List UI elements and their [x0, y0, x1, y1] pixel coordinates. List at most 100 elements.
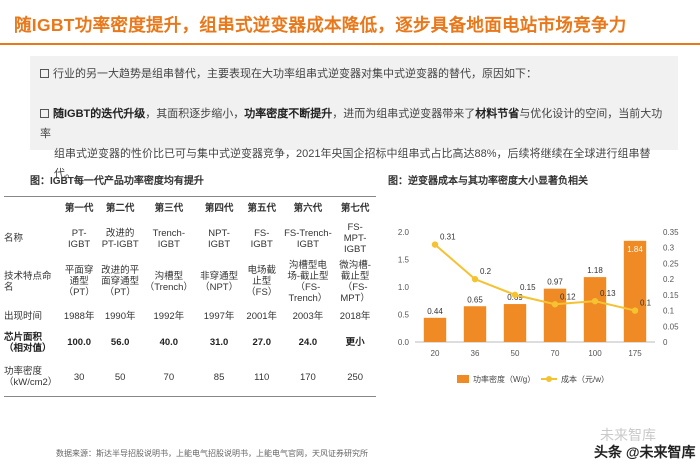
table-cell: 30: [59, 358, 99, 397]
x-tick-label: 36: [471, 349, 480, 358]
table-cell: 沟槽型电场-截止型（FS-Trench）: [287, 259, 329, 304]
table-cell: 2018年: [339, 311, 371, 322]
table-cell: 非穿通型（NPT）: [200, 270, 239, 293]
bar: [463, 306, 487, 342]
table-cell: 50: [98, 358, 142, 397]
left-figure-caption: 图：IGBT每一代产品功率密度均有提升: [30, 176, 204, 187]
legend-line-label: 成本（元/w）: [561, 374, 609, 384]
table-cell: PT-IGBT: [68, 227, 91, 250]
cost-line: [434, 243, 636, 312]
bar: [423, 317, 447, 342]
source-note: 数据来源：斯达半导招股说明书，上能电气招股说明书，上能电气官网，天风证券研究所: [56, 449, 368, 458]
bullet-emphasis: 材料节省: [475, 108, 520, 120]
row-label: 芯片面积（相对值）: [4, 331, 52, 354]
bar: [583, 277, 607, 342]
line-data-label: 0.12: [560, 292, 576, 301]
y-left-tick-label: 2.0: [398, 228, 410, 237]
brand-watermark: 头条 @未来智库: [590, 441, 696, 463]
table-cell: 31.0: [209, 337, 229, 348]
igbt-table: 第一代 第二代 第三代 第四代 第五代 第六代 第七代 名称 PT-IGBT 改…: [4, 196, 376, 397]
row-label: 出现时间: [4, 311, 43, 322]
bullet-text: 与优化设计的空间，当前大功率: [40, 108, 663, 140]
right-figure-caption: 图：逆变器成本与其功率密度大小显著负相关: [388, 176, 588, 187]
table-cell: 85: [196, 358, 242, 397]
bullet-item: 随IGBT的迭代升级，其面积逐步缩小，功率密度不断提升，进而为组串式逆变器带来了…: [40, 104, 672, 184]
table-header-cell: 第五代: [241, 196, 282, 221]
table-header-cell: [4, 196, 60, 221]
y-left-tick-label: 1.5: [398, 256, 410, 265]
bar-data-label: 1.84: [627, 245, 643, 254]
line-data-label: 0.15: [520, 283, 536, 292]
legend-bar-label: 功率密度（W/g）: [473, 374, 535, 384]
bullet-panel: 行业的另一大趋势是组串替代，主要表现在大功率组串式逆变器对集中式逆变器的替代，原…: [30, 56, 678, 180]
table-row: 出现时间 1988年 1990年 1992年 1997年 2001年 2003年…: [4, 307, 376, 327]
table-cell: 改进的PT-IGBT: [101, 227, 139, 250]
line-data-label: 0.31: [440, 233, 456, 242]
table-cell: 70: [141, 358, 197, 397]
bullet-text: ，进而为组串式逆变器带来了: [332, 108, 476, 120]
table-header-cell: 第二代: [98, 196, 142, 221]
bullet-text: ，其面积逐步缩小，: [145, 108, 245, 120]
table-cell: 2001年: [246, 311, 278, 322]
table-header-cell: 第六代: [281, 196, 335, 221]
line-point: [551, 301, 559, 308]
table-row: 芯片面积（相对值） 100.0 56.0 40.0 31.0 27.0 24.0…: [4, 327, 376, 359]
table-cell: 2003年: [292, 311, 324, 322]
page-title: 随IGBT功率密度提升，组串式逆变器成本降低，逐步具备地面电站市场竞争力: [14, 15, 627, 35]
y-right-tick-label: 0.15: [663, 291, 679, 300]
x-tick-label: 70: [551, 349, 560, 358]
table-row: 名称 PT-IGBT 改进的PT-IGBT Trench-IGBT NPT-IG…: [4, 221, 376, 257]
table-cell: 27.0: [252, 337, 271, 348]
legend-bar-swatch: [457, 375, 469, 383]
y-right-tick-label: 0.1: [663, 307, 675, 316]
y-right-tick-label: 0.3: [663, 244, 675, 253]
bar: [623, 240, 647, 342]
x-tick-label: 20: [431, 349, 440, 358]
table-row: 技术特点命名 平面穿通型（PT） 改进的平面穿通型（PT） 沟槽型（Trench…: [4, 257, 376, 307]
table-header-cell: 第三代: [141, 196, 197, 221]
watermark-text: 未来智库: [600, 427, 656, 443]
bar-data-label: 0.97: [547, 278, 563, 287]
bullet-text: 组串式逆变器的性价比已可与集中式逆变器竞争，2021年央国企招标中组串式占比高达…: [54, 148, 651, 180]
y-left-tick-label: 1.0: [398, 283, 410, 292]
y-right-tick-label: 0.35: [663, 228, 679, 237]
bullet-emphasis: 功率密度不断提升: [244, 108, 333, 120]
table-cell: 170: [281, 358, 335, 397]
table-header-row: 第一代 第二代 第三代 第四代 第五代 第六代 第七代: [4, 196, 376, 221]
legend-line-marker: [546, 376, 552, 382]
table-cell: 1990年: [104, 311, 136, 322]
table-cell: 1997年: [203, 311, 235, 322]
line-data-label: 0.2: [480, 267, 492, 276]
table-cell: 改进的平面穿通型（PT）: [101, 265, 140, 298]
table-cell: FS-IGBT: [250, 227, 273, 250]
table-header-cell: 第一代: [59, 196, 99, 221]
table-cell: NPT-IGBT: [208, 227, 231, 250]
x-tick-label: 50: [511, 349, 520, 358]
line-point: [471, 275, 479, 283]
table-cell: 110: [241, 358, 282, 397]
y-right-tick-label: 0.25: [663, 259, 679, 268]
table-cell: 微沟槽-截止型（FS-MPT）: [339, 259, 371, 304]
row-label: 功率密度（kW/cm2）: [4, 358, 60, 397]
table-cell: FS-Trench-IGBT: [284, 227, 332, 250]
table-cell: Trench-IGBT: [152, 227, 186, 250]
table-row: 功率密度（kW/cm2） 30 50 70 85 110 170 250: [4, 358, 376, 397]
line-point: [591, 297, 599, 305]
y-right-tick-label: 0.2: [663, 275, 675, 284]
table-cell: 100.0: [67, 337, 92, 348]
table-cell: 56.0: [110, 337, 130, 348]
row-label: 名称: [4, 233, 24, 244]
line-data-label: 0.1: [640, 299, 652, 308]
table-cell: 40.0: [159, 337, 179, 348]
table-cell: 电场截止型（FS）: [246, 265, 278, 298]
x-tick-label: 175: [628, 349, 642, 358]
bar-data-label: 0.44: [427, 307, 443, 316]
line-point: [431, 241, 439, 248]
table-header-cell: 第七代: [334, 196, 376, 221]
table-header-cell: 第四代: [196, 196, 242, 221]
y-left-tick-label: 0.0: [398, 338, 410, 347]
title-underline: [0, 43, 700, 45]
x-tick-label: 100: [588, 349, 602, 358]
y-right-tick-label: 0.05: [663, 322, 679, 331]
table-cell: 1988年: [63, 311, 95, 322]
